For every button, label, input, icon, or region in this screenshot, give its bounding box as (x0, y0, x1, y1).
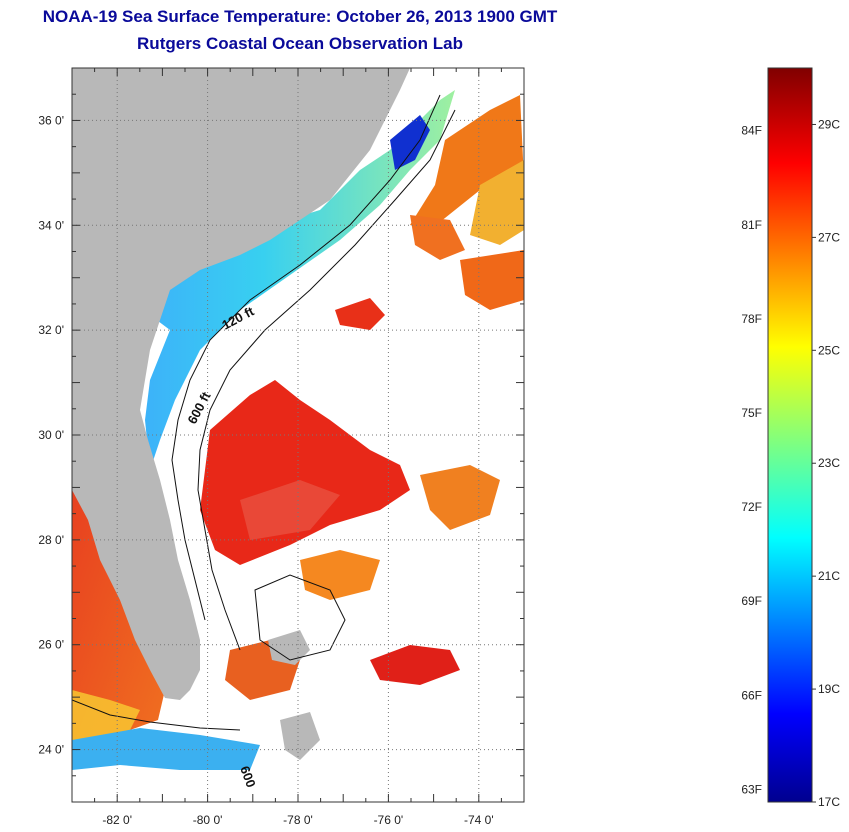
frame-ticks (71, 67, 525, 803)
lon-tick-label: -78 0' (283, 813, 313, 827)
warm-patch-center (300, 550, 380, 600)
contour-label-600: 600 (237, 764, 259, 790)
lat-tick-label: 28 0' (38, 533, 64, 547)
lat-tick-label: 30 0' (38, 428, 64, 442)
colorbar-c-label: 17C (818, 795, 840, 809)
colorbar-c-label: 25C (818, 343, 840, 357)
lon-tick-label: -82 0' (102, 813, 132, 827)
contour-120ft (171, 94, 441, 621)
warm-patch-north (335, 298, 385, 330)
warm-patch-strip (460, 250, 524, 310)
lon-tick-label: -74 0' (464, 813, 494, 827)
florida-bay-cool-water (72, 728, 260, 770)
lat-tick-label: 32 0' (38, 323, 64, 337)
warm-patch-bahamas (370, 645, 460, 685)
latitude-labels: 36 0' 34 0' 32 0' 30 0' 28 0' 26 0' 24 0' (38, 113, 64, 756)
colorbar-f-label: 84F (741, 124, 762, 138)
gulf-warm-water (72, 490, 165, 745)
gulf-stream-yellow (470, 160, 524, 245)
land-bahamas-andros (268, 630, 310, 665)
lon-tick-label: -76 0' (374, 813, 404, 827)
land-cuba (280, 712, 320, 760)
colorbar-c-label: 19C (818, 682, 840, 696)
colorbar-f-label: 69F (741, 594, 762, 608)
map-subtitle: Rutgers Coastal Ocean Observation Lab (137, 34, 463, 53)
lon-tick-label: -80 0' (193, 813, 223, 827)
colorbar-f-label: 63F (741, 782, 762, 796)
colorbar-gradient (767, 67, 813, 803)
map-title: NOAA-19 Sea Surface Temperature: October… (42, 7, 558, 26)
warm-patch-east (420, 465, 500, 530)
lat-tick-label: 36 0' (38, 113, 64, 127)
colorbar-f-label: 78F (741, 312, 762, 326)
pamlico-cold-water (390, 115, 430, 170)
contour-florida-keys (72, 699, 241, 731)
coastal-cool-band (72, 90, 455, 470)
lat-tick-label: 34 0' (38, 218, 64, 232)
colorbar-c-label: 29C (818, 117, 840, 131)
longitude-labels: -82 0' -80 0' -78 0' -76 0' -74 0' (102, 813, 493, 827)
warm-patch-ne (410, 215, 465, 260)
lat-tick-label: 26 0' (38, 638, 64, 652)
colorbar-f-label: 81F (741, 218, 762, 232)
land-southeast-us (72, 68, 410, 700)
colorbar-c-label: 27C (818, 230, 840, 244)
colorbar-f-label: 75F (741, 406, 762, 420)
warm-core-inner (240, 480, 340, 540)
colorbar-f-label: 66F (741, 688, 762, 702)
colorbar-fahrenheit-labels: 84F 81F 78F 75F 72F 69F 66F 63F (741, 124, 762, 797)
colorbar-c-label: 21C (818, 569, 840, 583)
contour-600ft (197, 109, 456, 651)
gridlines (72, 68, 524, 802)
lat-tick-label: 24 0' (38, 743, 64, 757)
colorbar-celsius-labels: 29C 27C 25C 23C 21C 19C 17C (812, 117, 840, 809)
colorbar-c-label: 23C (818, 456, 840, 470)
contour-bahamas (254, 574, 346, 661)
colorbar-f-label: 72F (741, 500, 762, 514)
gulf-stream (410, 95, 524, 230)
